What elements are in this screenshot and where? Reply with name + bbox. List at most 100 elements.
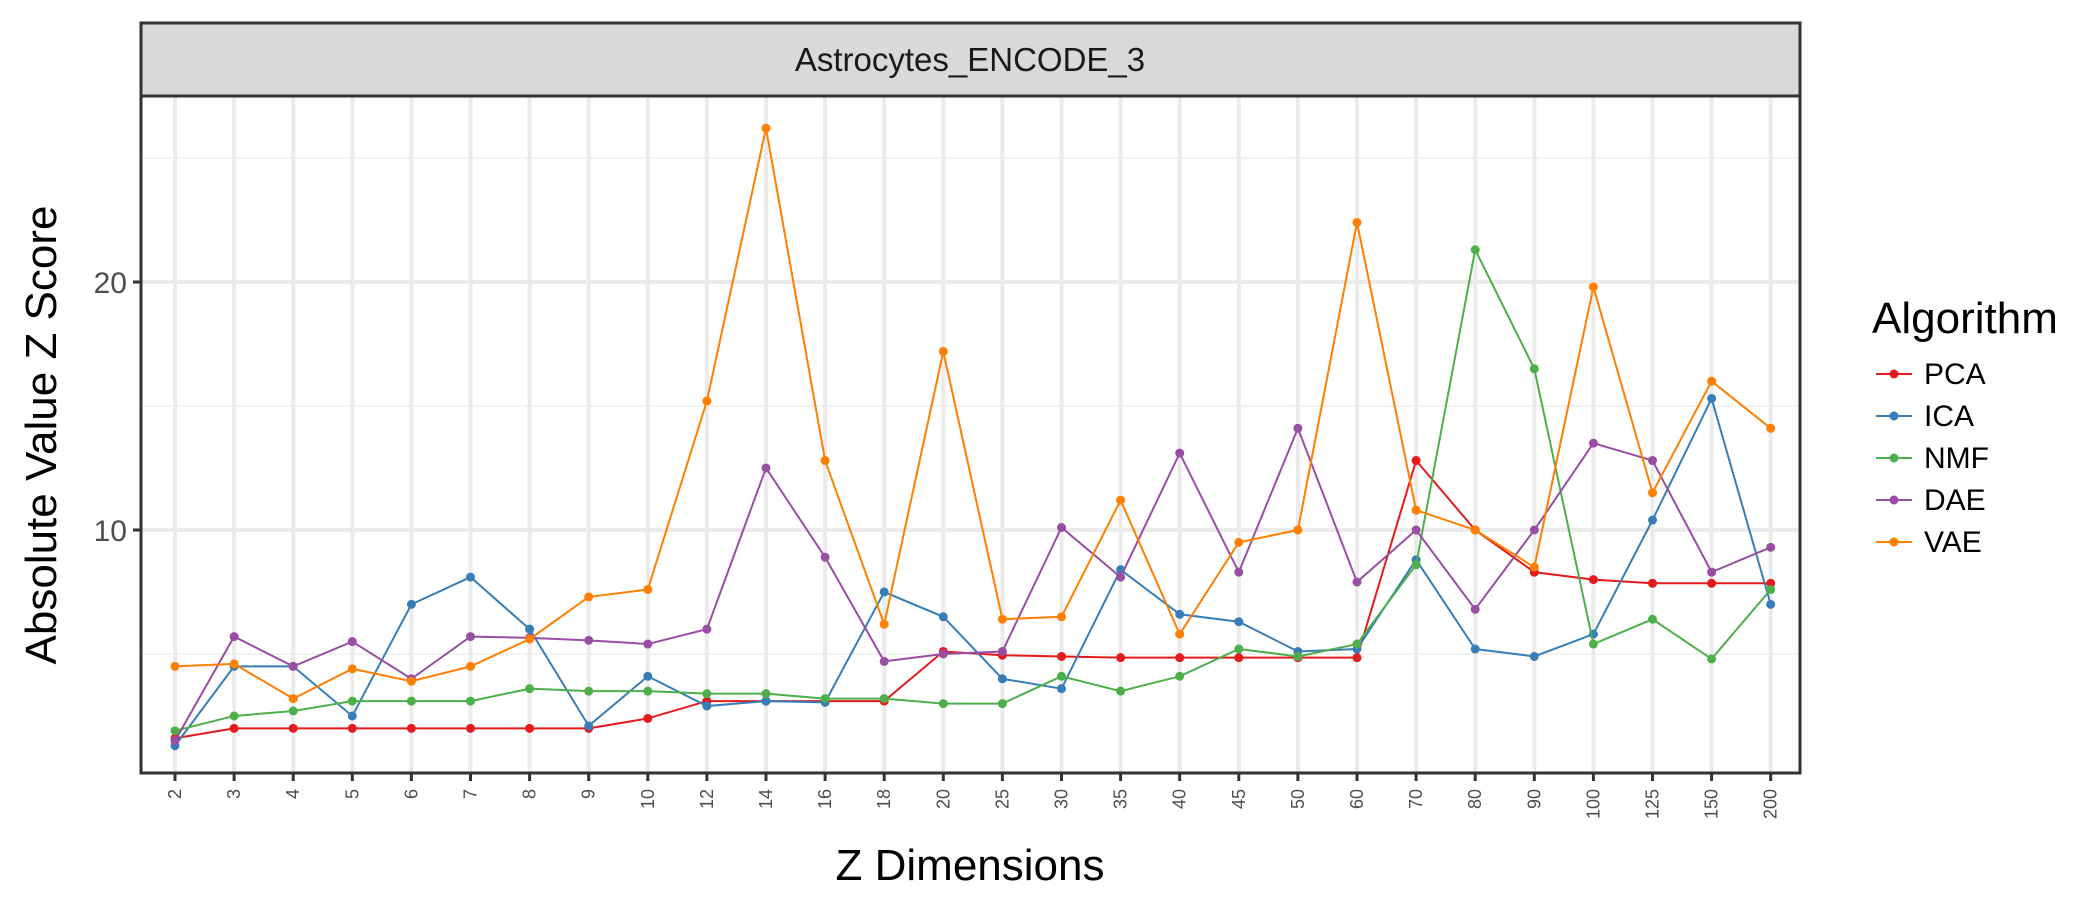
legend-key-point [1889,537,1899,547]
series-nmf [170,245,1776,736]
data-point-nmf [229,711,239,721]
data-point-nmf [1234,644,1244,654]
data-point-dae [1588,438,1598,448]
data-point-pca [1234,653,1244,663]
data-point-ica [879,587,889,597]
data-point-nmf [879,694,889,704]
data-point-ica [525,624,535,634]
x-tick-label: 35 [1111,789,1131,809]
x-axis-title: Z Dimensions [836,841,1105,890]
x-tick-label: 70 [1406,789,1426,809]
data-point-nmf [643,686,653,696]
data-point-ica [584,721,594,731]
legend-item-pca: PCA [1876,358,1986,391]
data-point-vae [170,661,180,671]
data-point-pca [229,723,239,733]
data-point-pca [466,723,475,733]
x-tick-label: 100 [1583,789,1603,819]
data-point-ica [702,701,712,711]
data-point-nmf [170,726,180,736]
data-point-vae [1293,525,1303,535]
data-point-nmf [1293,651,1303,661]
x-tick-label: 14 [756,789,776,809]
data-point-ica [1175,609,1185,619]
data-point-dae [229,632,239,642]
x-tick-label: 30 [1052,789,1072,809]
data-point-vae [229,659,239,669]
facet-strip [139,21,1802,98]
data-point-nmf [1470,245,1480,255]
data-point-dae [584,635,594,645]
data-point-nmf [1175,671,1185,681]
x-tick-label: 60 [1347,789,1367,809]
data-point-nmf [1529,364,1539,374]
data-point-dae [466,632,475,642]
legend-key-point [1889,495,1899,505]
data-point-ica [1470,644,1480,654]
x-tick-label: 16 [815,789,835,809]
legend-label-nmf: NMF [1924,442,1989,475]
data-point-ica [1529,651,1539,661]
series-line-dae [174,425,1772,742]
data-point-dae [702,624,712,634]
data-point-vae [1057,612,1066,622]
data-point-pca [643,713,653,723]
legend-key-point [1889,411,1899,421]
legend-item-ica: ICA [1876,400,1974,433]
data-point-dae [347,637,357,647]
data-point-nmf [1766,584,1776,594]
data-point-nmf [1411,560,1421,570]
series-dae [170,423,1776,746]
x-tick-label: 125 [1643,789,1663,819]
data-point-ica [1766,599,1776,609]
data-point-pca [1352,653,1362,663]
y-axis-title: Absolute Value Z Score [17,206,66,665]
data-point-dae [1648,456,1657,466]
x-tick-label: 3 [224,789,244,799]
data-point-pca [288,723,298,733]
data-point-pca [406,723,416,733]
data-point-ica [938,612,948,622]
data-point-ica [466,572,475,582]
data-point-dae [1352,577,1362,587]
data-point-nmf [761,689,771,699]
data-point-nmf [997,699,1007,709]
data-point-nmf [1352,639,1362,649]
x-tick-label: 90 [1524,789,1544,809]
data-point-pca [1116,653,1126,663]
data-point-ica [1648,515,1657,525]
data-point-dae [761,463,771,473]
data-point-pca [1588,575,1598,585]
x-tick-label: 4 [283,789,303,799]
x-tick-label: 50 [1288,789,1308,809]
data-point-dae [1175,448,1185,458]
legend-label-dae: DAE [1924,484,1986,517]
x-tick-label: 12 [697,789,717,809]
data-point-vae [879,619,889,629]
series-line-vae [174,128,1772,700]
x-tick-label: 6 [401,789,421,799]
data-point-nmf [288,706,298,716]
x-tick-label: 20 [933,789,953,809]
data-point-dae [1293,423,1303,433]
data-point-vae [1116,495,1126,505]
legend: Algorithm PCA ICA NMF DAE VAE [1872,294,2058,559]
data-point-vae [1707,376,1717,386]
data-point-nmf [1116,686,1126,696]
data-point-vae [1470,525,1480,535]
data-point-vae [997,614,1007,624]
data-point-nmf [702,689,712,699]
data-point-vae [406,676,416,686]
data-point-nmf [938,699,948,709]
data-point-nmf [406,696,416,706]
data-point-dae [288,661,298,671]
legend-title: Algorithm [1872,294,2058,343]
data-point-ica [1057,684,1066,694]
data-point-dae [938,649,948,659]
series-line-nmf [174,246,1772,732]
data-point-vae [1529,562,1539,572]
data-point-dae [879,656,889,666]
data-point-nmf [584,686,594,696]
data-point-vae [1766,423,1776,433]
